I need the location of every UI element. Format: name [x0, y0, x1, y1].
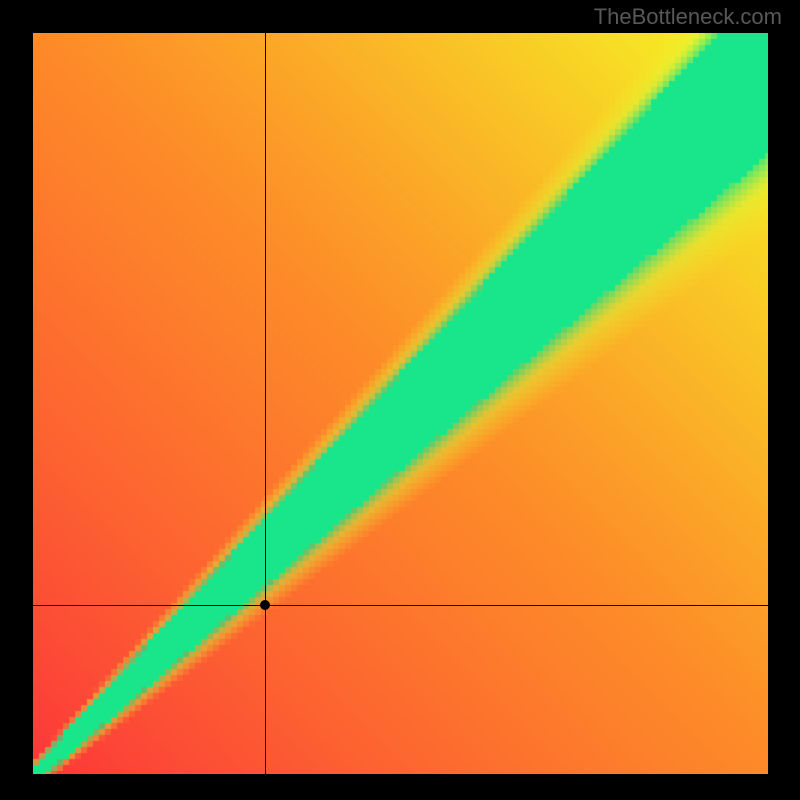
attribution-text: TheBottleneck.com — [594, 4, 782, 30]
heatmap-canvas — [33, 33, 768, 774]
crosshair-horizontal — [33, 605, 768, 606]
crosshair-marker — [260, 600, 270, 610]
crosshair-vertical — [265, 33, 266, 774]
bottleneck-heatmap — [33, 33, 768, 774]
